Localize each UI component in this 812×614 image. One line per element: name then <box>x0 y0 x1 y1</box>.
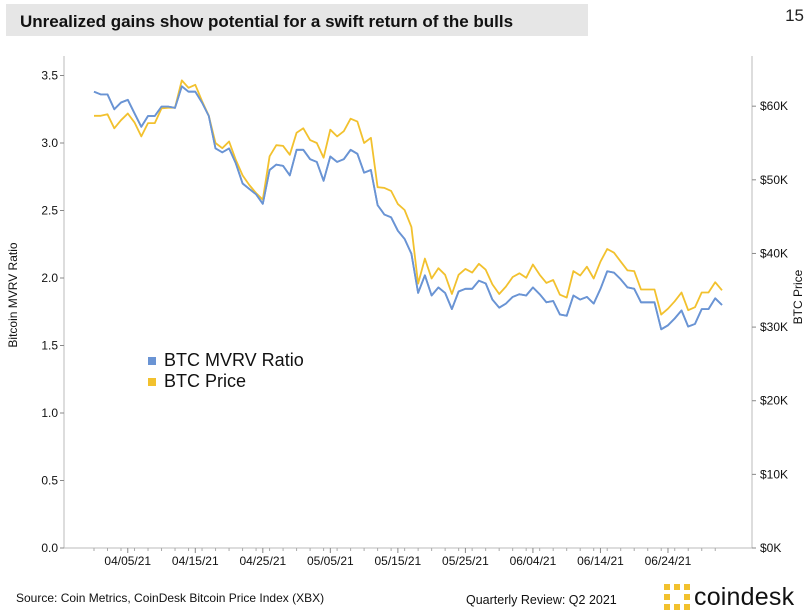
btc-price-line <box>94 79 723 316</box>
y2-tick-label: $30K <box>760 320 788 334</box>
quarterly-review-label: Quarterly Review: Q2 2021 <box>466 593 617 607</box>
coindesk-logo: coindesk <box>664 584 794 610</box>
legend-label-mvrv: BTC MVRV Ratio <box>164 350 304 370</box>
y2-tick-label: $60K <box>760 99 788 113</box>
x-tick-label: 05/25/21 <box>442 554 489 568</box>
x-tick-label: 06/04/21 <box>510 554 557 568</box>
x-tick-label: 04/25/21 <box>239 554 286 568</box>
legend-swatch-price <box>148 378 156 386</box>
x-tick-label: 05/15/21 <box>375 554 422 568</box>
y-tick-label: 3.0 <box>41 136 58 150</box>
y-tick-label: 3.5 <box>41 69 58 83</box>
coindesk-logo-icon <box>664 584 690 610</box>
x-tick-label: 04/15/21 <box>172 554 219 568</box>
title-bar: Unrealized gains show potential for a sw… <box>6 4 588 36</box>
chart: 0.0 0.5 1.0 1.5 2.0 2.5 3.0 3.5 $0K $10K $20K $30K $… <box>6 56 805 568</box>
y-tick-label: 1.0 <box>41 406 58 420</box>
y2-tick-label: $10K <box>760 467 788 481</box>
y-tick-label: 2.0 <box>41 271 58 285</box>
y2-tick-label: $50K <box>760 173 788 187</box>
y2-tick-label: $0K <box>760 541 781 555</box>
x-tick-label: 05/05/21 <box>307 554 354 568</box>
y-tick-label: 1.5 <box>41 339 58 353</box>
y-tick-label: 0.0 <box>41 541 58 555</box>
y-axis-title: Bitcoin MVRV Ratio <box>6 242 20 347</box>
legend-swatch-mvrv <box>148 357 156 365</box>
x-tick-label: 06/24/21 <box>645 554 692 568</box>
y2-tick-label: $20K <box>760 394 788 408</box>
page-title: Unrealized gains show potential for a sw… <box>20 12 514 31</box>
x-tick-label: 06/14/21 <box>577 554 624 568</box>
legend-label-price: BTC Price <box>164 371 246 391</box>
y-tick-label: 0.5 <box>41 474 58 488</box>
mvrv-ratio-line <box>93 85 723 331</box>
y2-axis-title: BTC Price <box>791 269 805 324</box>
page-number: 15 <box>785 6 804 25</box>
coindesk-wordmark: coindesk <box>694 582 795 611</box>
mvrv-ratio-line-overlay <box>93 85 723 331</box>
y-tick-label: 2.5 <box>41 204 58 218</box>
x-tick-label: 04/05/21 <box>104 554 151 568</box>
y2-tick-label: $40K <box>760 246 788 260</box>
source-note: Source: Coin Metrics, CoinDesk Bitcoin P… <box>16 591 325 605</box>
